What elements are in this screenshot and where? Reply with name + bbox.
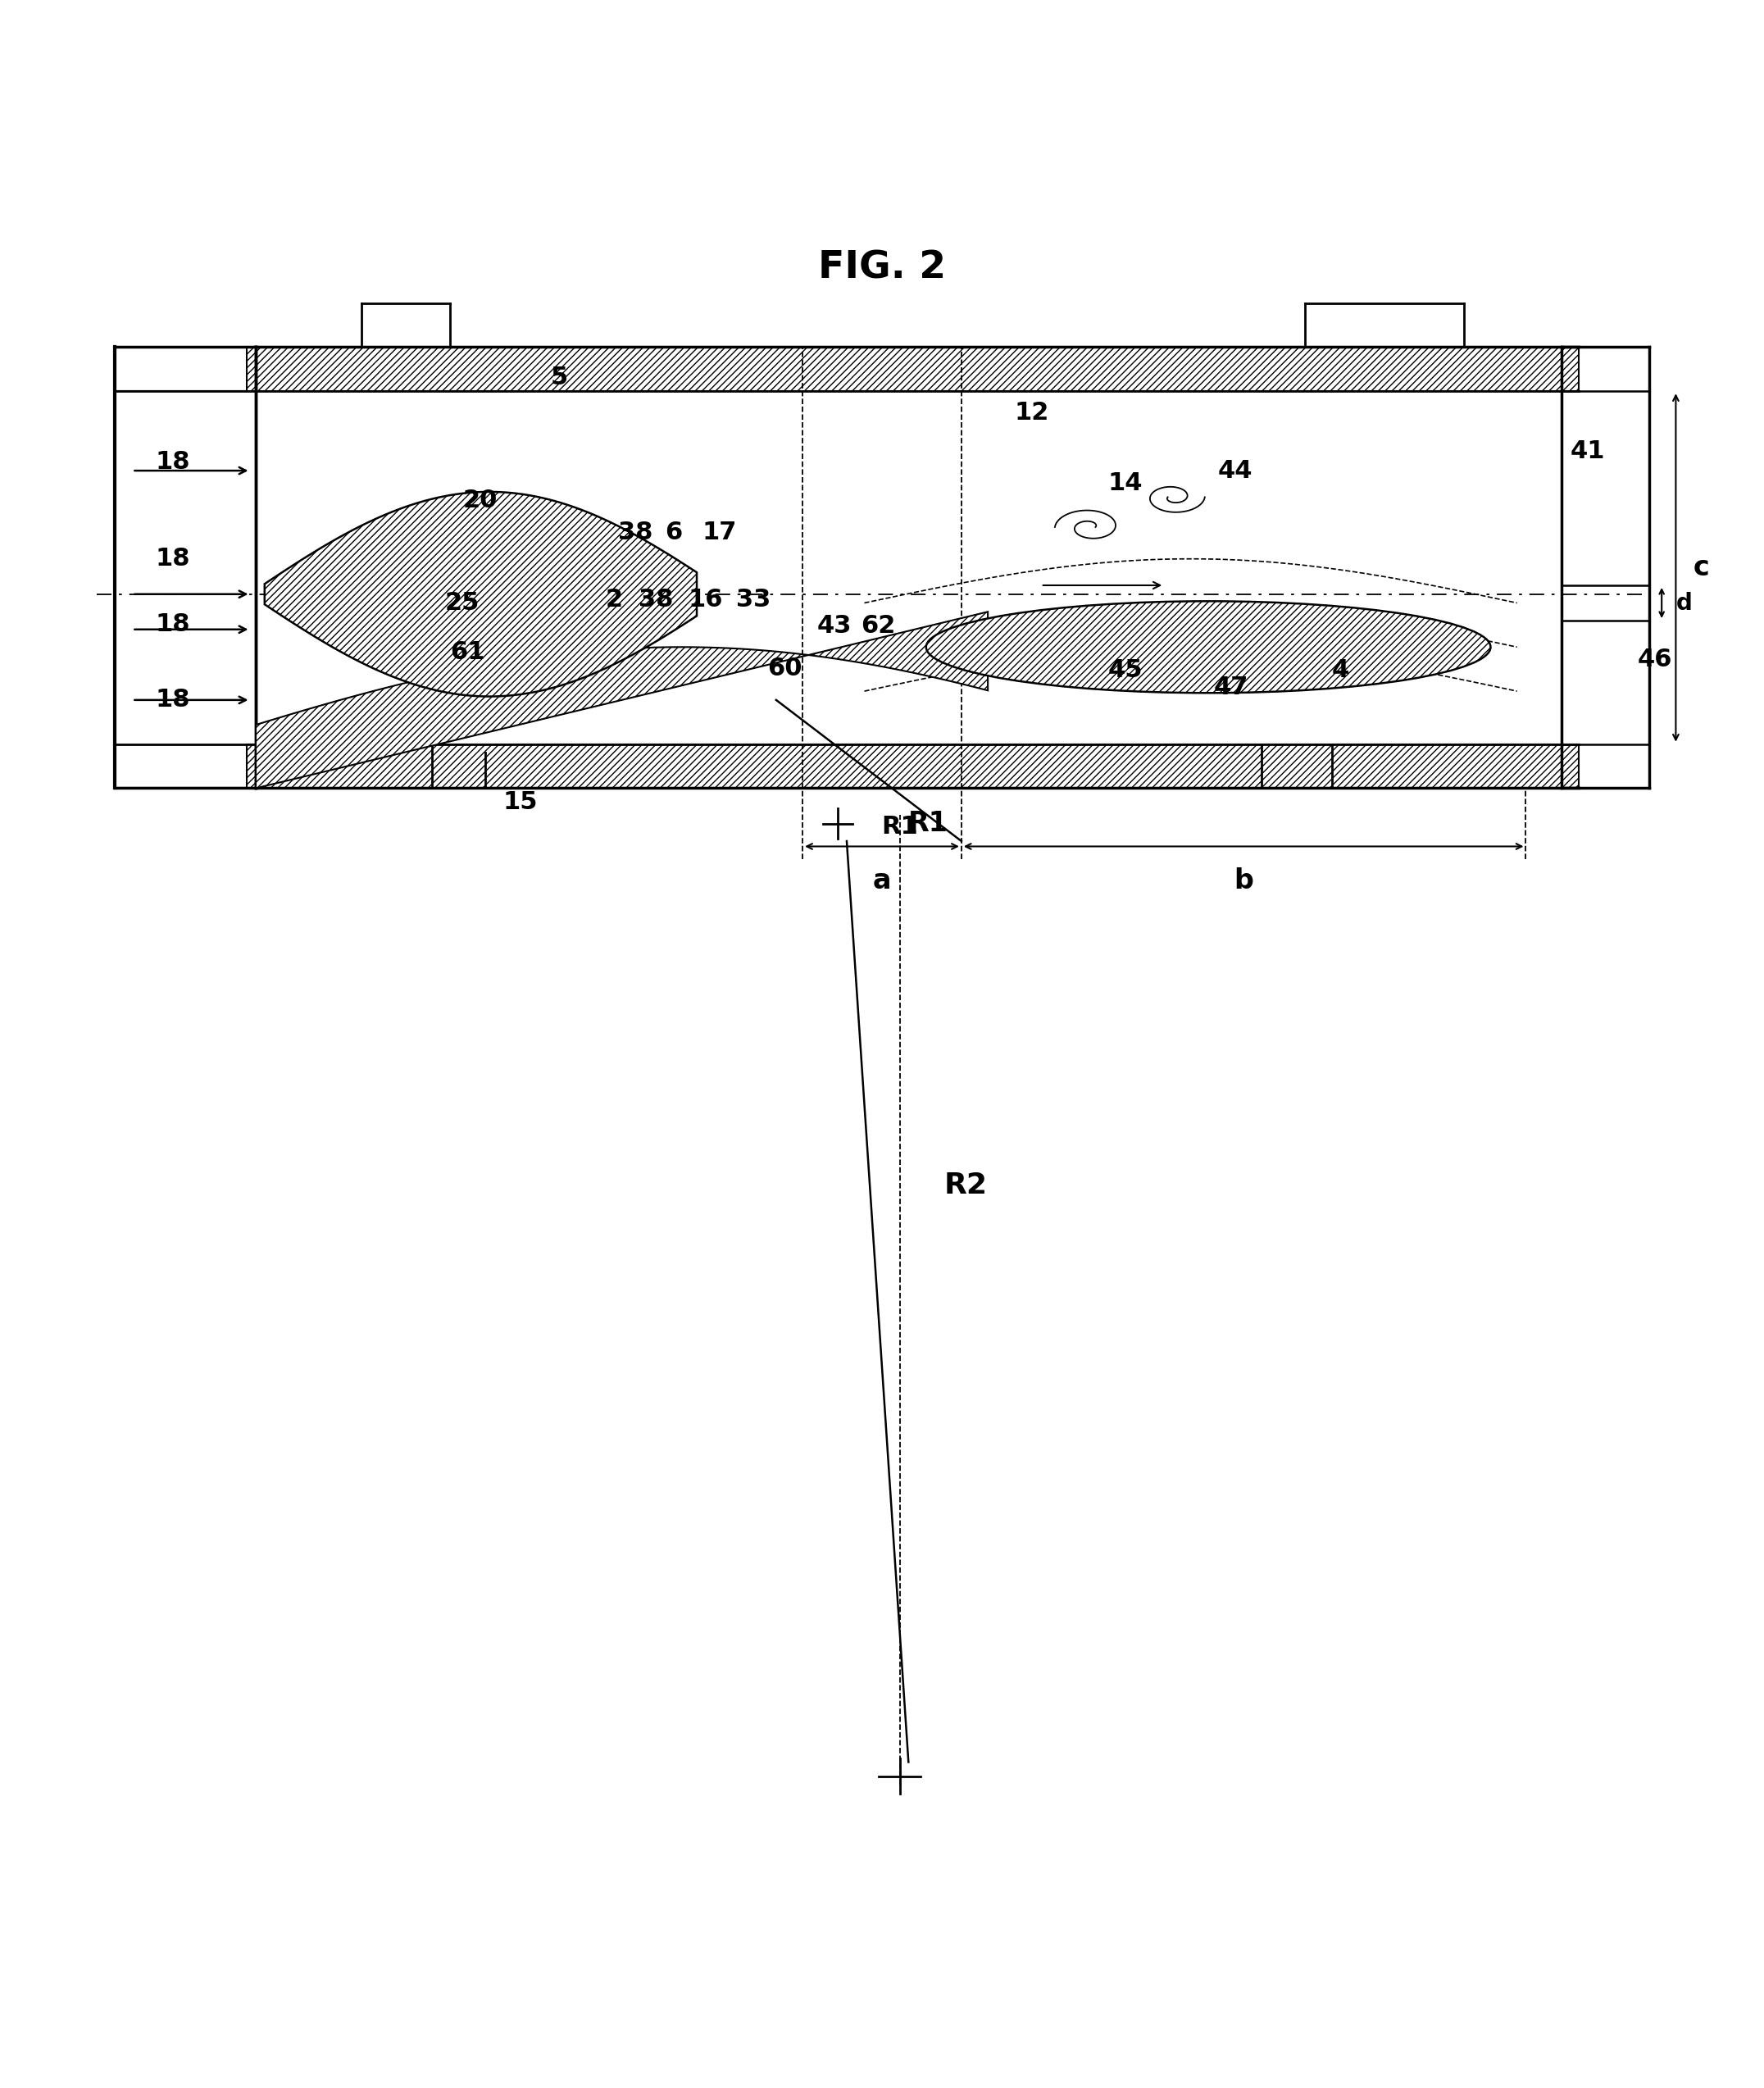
Text: 44: 44 [1217,459,1252,482]
Text: 60: 60 [767,656,803,681]
Text: 38: 38 [617,520,653,545]
Polygon shape [256,743,1579,787]
Polygon shape [256,612,988,787]
Text: 4: 4 [1332,658,1349,683]
Text: 6: 6 [665,520,683,545]
Text: 33: 33 [736,587,771,612]
Text: b: b [1233,869,1254,894]
Text: R1: R1 [882,814,917,839]
Ellipse shape [926,601,1491,693]
Text: d: d [1676,591,1692,614]
Text: 18: 18 [155,449,191,474]
Text: 38: 38 [639,587,674,612]
Text: 43: 43 [817,614,852,637]
Text: 41: 41 [1570,438,1605,464]
Text: 15: 15 [503,791,538,814]
Text: 14: 14 [1108,472,1143,495]
Text: FIG. 2: FIG. 2 [818,248,946,286]
Text: 5: 5 [550,365,568,388]
Text: R2: R2 [944,1171,988,1199]
Polygon shape [265,493,697,697]
Text: 20: 20 [462,489,497,512]
Text: 16: 16 [688,587,723,612]
Text: 18: 18 [155,547,191,570]
Text: c: c [1693,553,1709,580]
Text: 18: 18 [155,689,191,712]
Polygon shape [115,743,256,787]
Text: 61: 61 [450,641,485,664]
Text: a: a [873,869,891,894]
Text: R1: R1 [908,810,949,837]
Text: 12: 12 [1014,401,1050,424]
Text: 46: 46 [1637,647,1672,672]
Text: 25: 25 [445,591,480,614]
Text: 45: 45 [1108,658,1143,683]
Text: 18: 18 [155,612,191,637]
Text: 2: 2 [605,587,623,612]
Text: e: e [286,754,302,777]
Text: 17: 17 [702,520,737,545]
Polygon shape [256,347,1579,390]
Text: 47: 47 [1214,677,1249,699]
Text: 62: 62 [861,614,896,637]
Polygon shape [115,347,256,390]
